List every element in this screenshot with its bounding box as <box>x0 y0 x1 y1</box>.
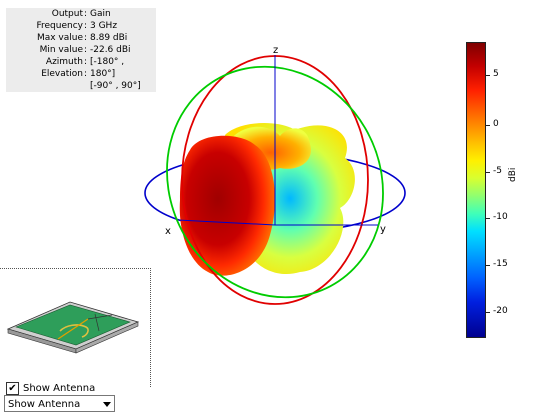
info-separator: : <box>84 21 88 31</box>
radiation-pattern-3d-plot[interactable]: z y x <box>130 40 420 330</box>
antenna-preview-panel <box>0 268 151 387</box>
info-value: 8.89 dBi <box>90 33 128 43</box>
colorbar-tick-label: -15 <box>493 259 508 269</box>
info-row-azimuth: Azimuth : [-180° , <box>6 56 156 68</box>
elevation-ring-green <box>166 65 384 299</box>
info-row-output: Output : Gain <box>6 8 156 20</box>
x-axis <box>177 219 276 226</box>
colorbar-tick <box>486 265 490 266</box>
info-key: Elevation <box>41 69 83 79</box>
info-key: Output <box>51 9 83 19</box>
info-row-min-value: Min value : -22.6 dBi <box>6 44 156 56</box>
colorbar-tick-label: -10 <box>493 212 508 222</box>
info-value: [-90° , 90°] <box>90 81 141 91</box>
info-separator: : <box>84 33 88 43</box>
z-axis-label: z <box>273 45 278 56</box>
info-key: Min value <box>39 45 83 55</box>
info-value: Gain <box>90 9 111 19</box>
info-separator: : <box>84 9 88 19</box>
x-axis-label: x <box>165 226 171 237</box>
y-axis-label: y <box>380 224 386 235</box>
info-row-elevation-range: [-90° , 90°] <box>6 80 156 92</box>
info-key: Azimuth <box>45 57 83 67</box>
display-mode-dropdown[interactable]: Show Antenna <box>4 395 115 412</box>
info-value: 180°] <box>90 69 116 79</box>
info-key: Frequency <box>36 21 84 31</box>
display-mode-selected: Show Antenna <box>8 399 81 410</box>
info-key: Max value <box>36 33 83 43</box>
info-separator: : <box>84 45 88 55</box>
colorbar-unit-label: dBi <box>508 167 518 182</box>
info-row-max-value: Max value : 8.89 dBi <box>6 32 156 44</box>
colorbar-tick-label: 5 <box>493 69 499 79</box>
antenna-thumbnail <box>6 301 140 354</box>
chevron-down-icon[interactable] <box>103 402 111 407</box>
colorbar-tick <box>486 172 490 173</box>
colorbar-tick <box>486 312 490 313</box>
colorbar-tick <box>486 125 490 126</box>
colorbar-gradient <box>466 42 486 338</box>
colorbar: 5 0 -5 -10 -15 -20 dBi <box>466 42 546 338</box>
pattern-info-panel: Output : Gain Frequency : 3 GHz Max valu… <box>6 8 156 92</box>
info-separator: : <box>84 69 88 79</box>
info-value: -22.6 dBi <box>90 45 131 55</box>
info-separator: : <box>84 57 88 67</box>
show-antenna-checkbox-label: Show Antenna <box>23 382 96 394</box>
colorbar-tick-label: -5 <box>493 166 502 176</box>
main-lobe <box>179 135 275 276</box>
colorbar-tick <box>486 75 490 76</box>
info-value: 3 GHz <box>90 21 118 31</box>
show-antenna-checkbox-row[interactable]: ✔ Show Antenna <box>6 381 95 395</box>
info-row-elevation: Elevation : 180°] <box>6 68 156 80</box>
show-antenna-checkbox[interactable]: ✔ <box>6 381 19 395</box>
info-value: [-180° , <box>90 57 125 67</box>
colorbar-tick-label: -20 <box>493 306 508 316</box>
colorbar-tick-label: 0 <box>493 119 499 129</box>
colorbar-tick <box>486 218 490 219</box>
info-row-frequency: Frequency : 3 GHz <box>6 20 156 32</box>
